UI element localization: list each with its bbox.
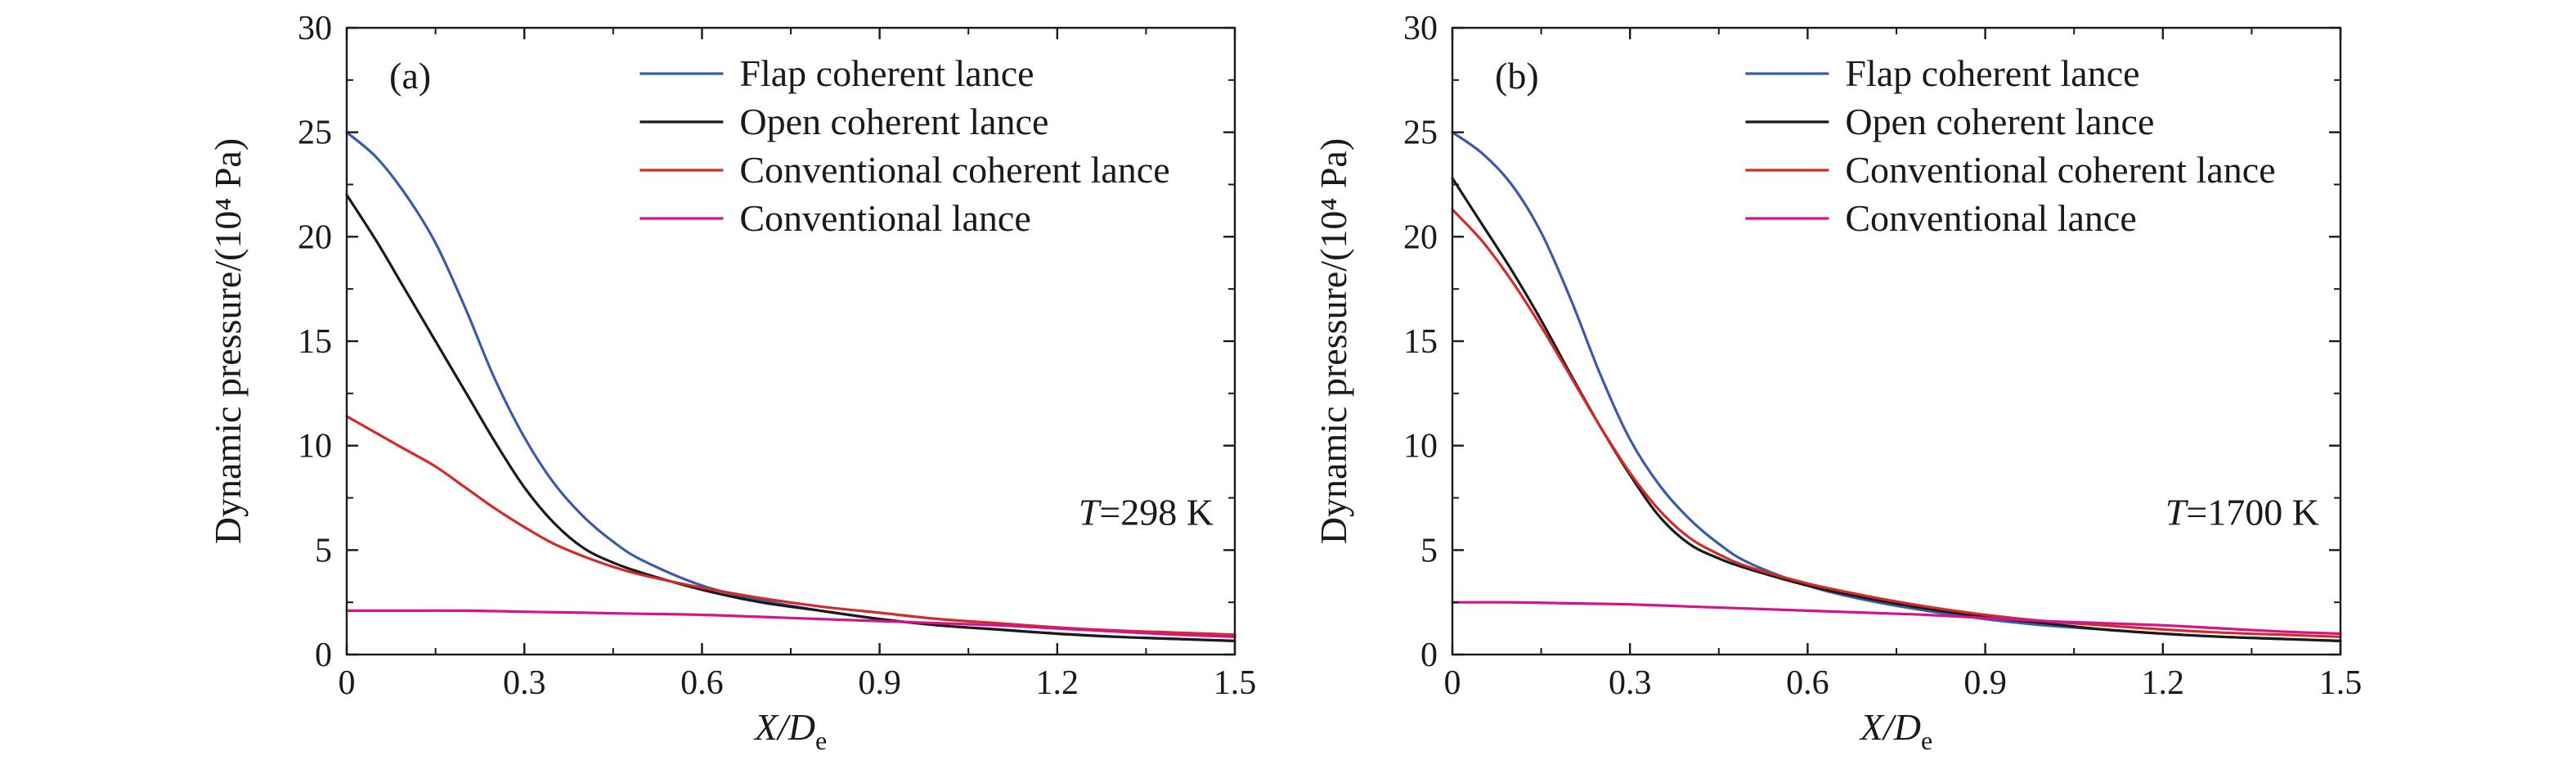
y-tick-label: 30	[1403, 10, 1438, 47]
temperature-value: =1700 K	[2186, 492, 2319, 533]
legend-label: Conventional coherent lance	[1845, 149, 2275, 191]
y-tick-label: 25	[1403, 115, 1438, 152]
series-line	[1451, 601, 2342, 636]
legend-label: Open coherent lance	[739, 101, 1048, 142]
y-tick-label: 0	[315, 637, 332, 674]
x-axis-title-subscript: e	[1921, 726, 1932, 755]
x-axis-title: X/De	[753, 706, 827, 755]
y-axis-title: Dynamic pressure/(10⁴ Pa)	[207, 138, 249, 544]
chart-panel: 0 0.3 0.6 0.9 1.2 1.5 0 5 10 15 20 25 30 X/De Dynamic …	[207, 10, 1256, 755]
x-axis-title: X/De	[1859, 706, 1932, 755]
y-tick-label: 10	[1403, 428, 1438, 466]
x-tick-label: 1.2	[1036, 664, 1079, 702]
y-tick-label: 15	[298, 323, 332, 361]
x-tick-label: 0.9	[1963, 664, 2007, 702]
y-tick-label: 20	[298, 218, 332, 256]
legend-label: Open coherent lance	[1845, 101, 2154, 142]
y-tick-label: 5	[1420, 532, 1438, 569]
x-tick-label: 1.2	[2142, 664, 2185, 702]
x-tick-label: 0	[339, 664, 356, 702]
series-line	[1451, 208, 2342, 638]
x-axis-title-main: X/D	[753, 706, 815, 748]
series-line	[345, 609, 1236, 638]
series-line	[345, 193, 1236, 642]
y-axis-title: Dynamic pressure/(10⁴ Pa)	[1313, 138, 1354, 544]
y-tick-label: 15	[1403, 323, 1438, 361]
x-tick-label: 1.5	[2319, 664, 2363, 702]
temperature-symbol: T	[1079, 492, 1102, 533]
x-tick-label: 1.5	[1214, 664, 1257, 702]
chart-panel: 0 0.3 0.6 0.9 1.2 1.5 0 5 10 15 20 25 30 X/De Dynamic …	[1313, 10, 2362, 755]
temperature-symbol: T	[2165, 492, 2189, 533]
legend-label: Conventional lance	[739, 197, 1030, 239]
panel-label: (b)	[1495, 55, 1539, 97]
x-tick-label: 0.3	[503, 664, 546, 702]
temperature-annotation: T=1700 K	[2165, 492, 2319, 533]
y-tick-label: 0	[1420, 637, 1438, 674]
x-axis-title-main: X/D	[1859, 706, 1921, 748]
x-tick-label: 0.6	[1786, 664, 1829, 702]
legend-label: Conventional lance	[1845, 197, 2136, 239]
y-tick-label: 10	[298, 428, 332, 466]
temperature-value: =298 K	[1099, 492, 1214, 533]
legend-label: Conventional coherent lance	[739, 149, 1169, 191]
panel-label: (a)	[389, 55, 431, 97]
y-tick-label: 20	[1403, 218, 1438, 256]
legend-label: Flap coherent lance	[1845, 52, 2139, 94]
y-tick-label: 30	[298, 10, 332, 47]
temperature-annotation: T=298 K	[1079, 492, 1214, 533]
series-line	[1451, 177, 2342, 642]
x-axis-title-subscript: e	[815, 726, 827, 755]
legend-label: Flap coherent lance	[739, 52, 1034, 94]
y-tick-label: 5	[315, 532, 332, 569]
x-tick-label: 0.6	[680, 664, 724, 702]
y-tick-label: 25	[298, 115, 332, 152]
x-tick-label: 0.3	[1609, 664, 1652, 702]
x-tick-label: 0.9	[858, 664, 901, 702]
x-tick-label: 0	[1444, 664, 1461, 702]
